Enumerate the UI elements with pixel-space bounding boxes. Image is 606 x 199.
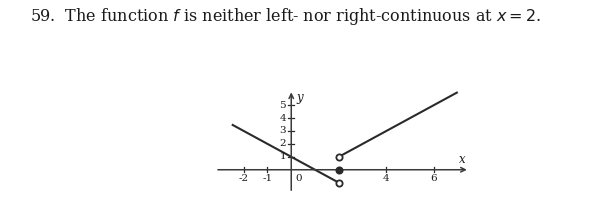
Text: 4: 4: [279, 113, 286, 123]
Text: 59.  The function $f$ is neither left- nor right-continuous at $x = 2$.: 59. The function $f$ is neither left- no…: [30, 6, 541, 27]
Text: 0: 0: [296, 174, 302, 183]
Text: y: y: [296, 91, 303, 104]
Text: 5: 5: [279, 100, 286, 110]
Text: 6: 6: [431, 174, 438, 183]
Text: 2: 2: [279, 139, 286, 148]
Text: x: x: [459, 153, 466, 166]
Text: 3: 3: [279, 126, 286, 136]
Text: -2: -2: [239, 174, 248, 183]
Text: -1: -1: [262, 174, 273, 183]
Text: 4: 4: [383, 174, 390, 183]
Text: 1: 1: [279, 152, 286, 161]
